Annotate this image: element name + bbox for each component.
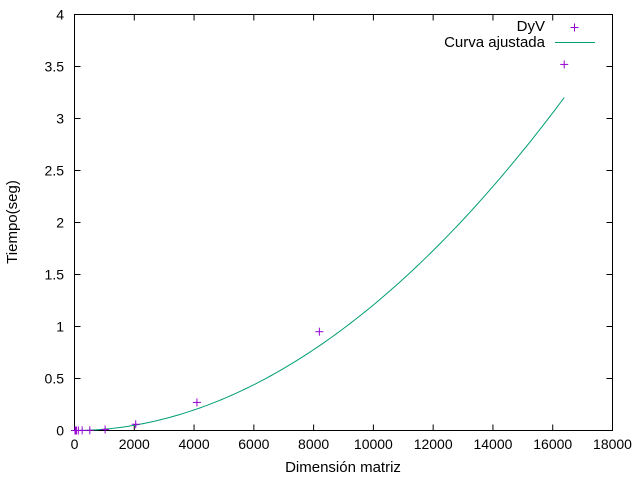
y-tick-label: 2.5 [45,163,65,179]
y-tick-label: 1 [56,319,64,335]
data-point [131,420,140,429]
x-tick-label: 12000 [414,436,453,452]
y-tick-label: 0 [56,423,64,439]
y-tick-labels: 0 0.5 1 1.5 2 2.5 3 3.5 4 [45,7,65,439]
data-point [315,327,324,336]
legend-label-dyv: DyV [517,18,545,35]
legend-marker-dyv [570,23,579,32]
legend: DyV Curva ajustada [444,18,595,51]
data-point [101,425,110,434]
y-tick-label: 1.5 [45,267,65,283]
x-tick-label: 6000 [238,436,269,452]
y-tick-label: 2 [56,215,64,231]
y-tick-label: 3 [56,111,64,127]
y-axis-title: Tiempo(seg) [4,180,21,264]
y-tick-label: 0.5 [45,371,65,387]
x-tick-label: 18000 [593,436,632,452]
data-point [192,398,201,407]
y-tick-label: 4 [56,7,64,23]
x-tick-labels: 0 2000 4000 6000 8000 10000 12000 14000 16000 180… [71,436,633,452]
data-point [78,426,87,435]
x-axis-title: Dimensión matriz [285,459,401,476]
data-point [85,426,94,435]
axis-ticks [74,14,613,431]
x-tick-label: 16000 [533,436,572,452]
fitted-curve-line [74,97,565,431]
dyv-data-points [70,60,569,435]
x-tick-label: 4000 [178,436,209,452]
x-tick-label: 0 [71,436,79,452]
x-tick-label: 2000 [119,436,150,452]
plot-area-border [74,14,613,431]
legend-label-curva-ajustada: Curva ajustada [444,34,546,51]
legend-marker-plus [570,23,579,32]
y-tick-label: 3.5 [45,59,65,75]
x-tick-label: 14000 [473,436,512,452]
x-tick-label: 10000 [354,436,393,452]
x-tick-label: 8000 [298,436,329,452]
data-point [560,60,569,69]
